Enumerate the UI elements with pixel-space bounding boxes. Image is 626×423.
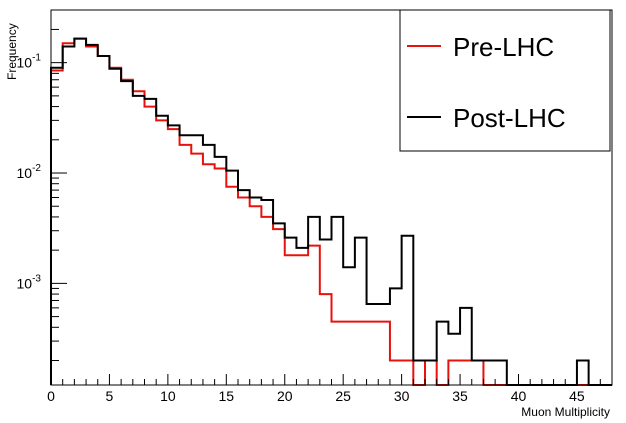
x-tick-label: 35 [452, 388, 468, 404]
legend-pre-lhc-label: Pre-LHC [453, 32, 554, 62]
x-tick-label: 0 [47, 388, 55, 404]
legend: Pre-LHC Post-LHC [399, 9, 611, 152]
y-axis-ticks: 10-3 10-2 10-1 [17, 28, 67, 362]
legend-box [399, 9, 611, 152]
x-tick-label: 45 [569, 388, 585, 404]
y-axis-title: Frequency [5, 23, 19, 80]
y-tick-label: 10-3 [17, 273, 42, 291]
x-tick-label: 40 [511, 388, 527, 404]
x-tick-label: 30 [394, 388, 410, 404]
x-tick-label: 25 [335, 388, 351, 404]
legend-post-lhc-label: Post-LHC [453, 103, 566, 133]
series-post-lhc-histogram [50, 37, 612, 386]
series-layer [50, 37, 612, 386]
y-tick-label: 10-1 [17, 53, 42, 71]
x-axis-ticks: 0 5 10 15 20 25 30 35 40 45 [47, 374, 613, 404]
x-tick-label: 5 [106, 388, 114, 404]
x-axis-title: Muon Multiplicity [521, 405, 610, 419]
y-tick-label: 10-2 [17, 163, 42, 181]
x-tick-label: 15 [219, 388, 235, 404]
x-tick-label: 20 [277, 388, 293, 404]
x-tick-label: 10 [160, 388, 176, 404]
